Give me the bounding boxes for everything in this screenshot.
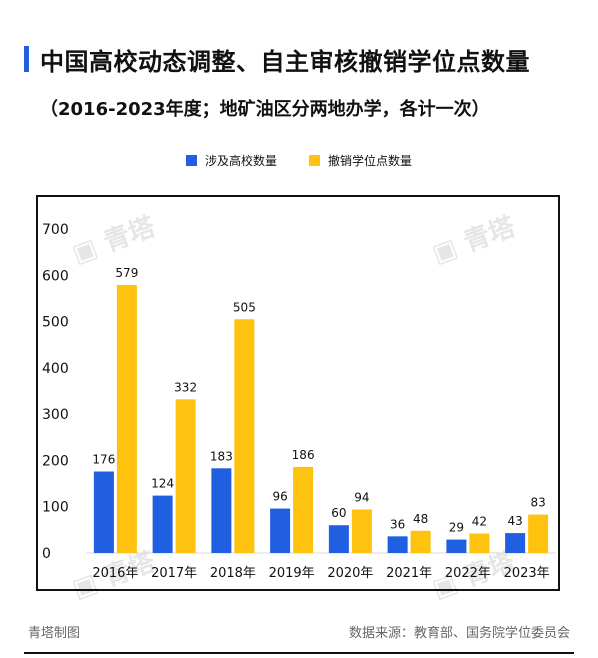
bar-revoked-degree-programs <box>528 514 549 553</box>
data-label: 36 <box>390 517 405 531</box>
data-label: 124 <box>151 477 174 491</box>
bar-revoked-degree-programs <box>175 399 196 553</box>
bar-universities <box>446 539 467 553</box>
legend-label-series-2: 撤销学位点数量 <box>328 154 413 168</box>
bar-universities <box>328 525 349 553</box>
y-tick-label: 500 <box>42 315 69 331</box>
data-label: 29 <box>449 521 464 535</box>
bar-revoked-degree-programs <box>351 509 372 553</box>
bar-universities <box>505 533 526 553</box>
data-label: 579 <box>115 266 138 280</box>
x-tick-label: 2021年 <box>386 566 432 581</box>
y-tick-label: 0 <box>42 546 51 562</box>
data-label: 43 <box>507 514 522 528</box>
data-label: 176 <box>92 453 115 467</box>
x-tick-label: 2020年 <box>327 566 373 581</box>
data-label: 42 <box>472 515 487 529</box>
x-tick-label: 2016年 <box>92 566 138 581</box>
y-tick-label: 300 <box>42 407 69 423</box>
x-tick-label: 2023年 <box>504 566 550 581</box>
y-tick-label: 700 <box>42 222 69 238</box>
legend-item-series-1: 涉及高校数量 <box>185 152 277 169</box>
title-accent-bar <box>24 46 29 72</box>
data-label: 94 <box>354 490 369 504</box>
data-label: 96 <box>272 490 287 504</box>
chart-title: 中国高校动态调整、自主审核撤销学位点数量 <box>40 48 530 76</box>
data-label: 60 <box>331 506 346 520</box>
chart-frame <box>36 195 560 591</box>
chart-subtitle: （2016-2023年度；地矿油区分两地办学，各计一次） <box>40 99 490 120</box>
x-tick-label: 2018年 <box>210 566 256 581</box>
legend: 涉及高校数量 撤销学位点数量 <box>0 152 598 169</box>
x-tick-label: 2017年 <box>151 566 197 581</box>
bar-revoked-degree-programs <box>293 466 314 553</box>
bar-revoked-degree-programs <box>410 530 431 553</box>
footer-credit: 青塔制图 <box>28 626 81 641</box>
bar-universities <box>93 471 114 553</box>
x-tick-label: 2019年 <box>269 566 315 581</box>
data-label: 186 <box>292 448 315 462</box>
bar-revoked-degree-programs <box>234 319 255 553</box>
data-label: 332 <box>174 380 197 394</box>
y-tick-label: 400 <box>42 361 69 377</box>
footer-source: 数据来源：教育部、国务院学位委员会 <box>348 626 570 641</box>
bar-revoked-degree-programs <box>116 285 137 553</box>
y-tick-label: 200 <box>42 453 69 469</box>
legend-item-series-2: 撤销学位点数量 <box>309 152 412 169</box>
data-label: 83 <box>530 496 545 510</box>
bottom-rule <box>24 652 574 654</box>
y-tick-label: 600 <box>42 268 69 284</box>
legend-swatch-series-2 <box>309 155 320 166</box>
data-label: 48 <box>413 512 428 526</box>
bar-universities <box>387 536 408 553</box>
bar-universities <box>211 468 232 553</box>
data-label: 183 <box>210 449 233 463</box>
legend-swatch-series-1 <box>185 155 197 166</box>
bar-universities <box>270 508 291 553</box>
bar-universities <box>152 495 173 553</box>
legend-label-series-1: 涉及高校数量 <box>204 154 277 168</box>
bar-revoked-degree-programs <box>469 533 490 553</box>
data-label: 505 <box>233 300 256 314</box>
y-tick-label: 100 <box>42 500 69 516</box>
x-tick-label: 2022年 <box>445 566 491 581</box>
